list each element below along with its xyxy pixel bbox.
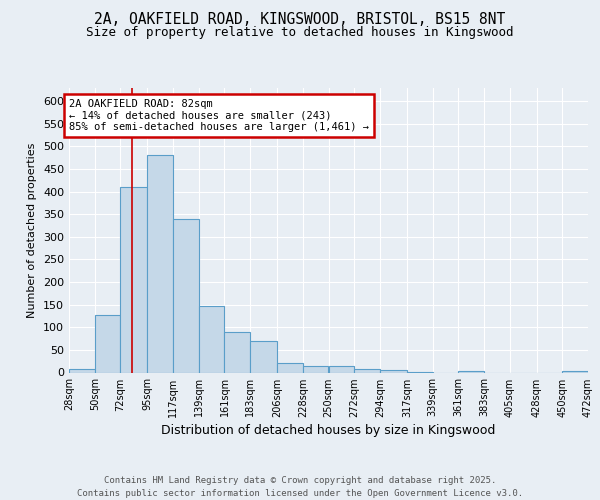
Bar [224,332,250,372]
Y-axis label: Number of detached properties: Number of detached properties [28,142,37,318]
Text: 2A, OAKFIELD ROAD, KINGSWOOD, BRISTOL, BS15 8NT: 2A, OAKFIELD ROAD, KINGSWOOD, BRISTOL, B… [94,12,506,28]
Bar [148,156,173,372]
Bar [250,341,277,372]
Bar [354,369,380,372]
Bar [329,366,354,372]
Text: Contains HM Land Registry data © Crown copyright and database right 2025.
Contai: Contains HM Land Registry data © Crown c… [77,476,523,498]
Bar [95,314,121,372]
Bar [277,364,303,372]
Bar [458,370,484,372]
Bar [562,370,588,372]
Bar [69,369,95,372]
Bar [173,218,199,372]
Text: Size of property relative to detached houses in Kingswood: Size of property relative to detached ho… [86,26,514,39]
X-axis label: Distribution of detached houses by size in Kingswood: Distribution of detached houses by size … [161,424,496,437]
Bar [303,366,329,372]
Bar [380,370,407,372]
Bar [199,306,224,372]
Text: 2A OAKFIELD ROAD: 82sqm
← 14% of detached houses are smaller (243)
85% of semi-d: 2A OAKFIELD ROAD: 82sqm ← 14% of detache… [69,99,369,132]
Bar [121,187,148,372]
